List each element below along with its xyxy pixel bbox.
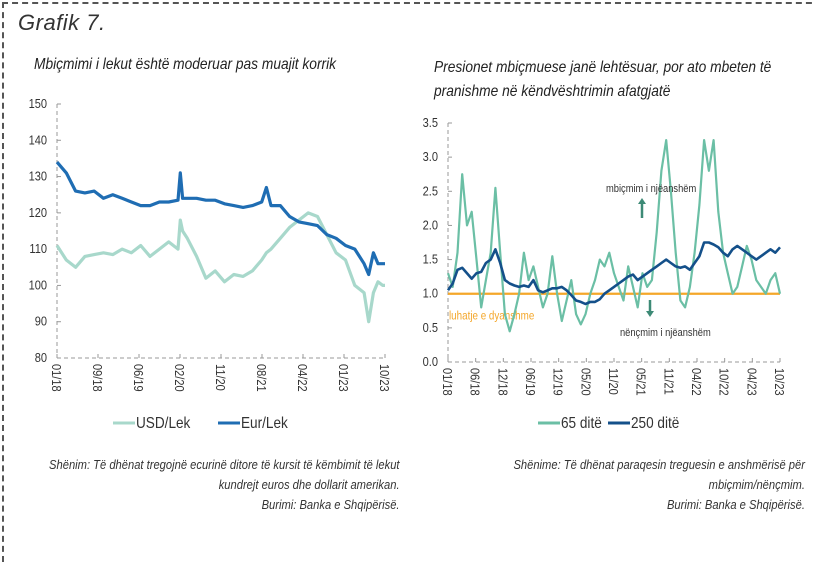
arrow-down-icon-head	[646, 311, 654, 317]
left-note-line: Shënim: Të dhënat tregojnë ecurinë ditor…	[49, 457, 400, 472]
x-tick-label: 06/19	[131, 364, 146, 392]
series-line-65-dit-	[446, 139, 782, 333]
x-tick-label: 12/18	[495, 368, 510, 396]
y-tick-label: 0.0	[423, 354, 439, 369]
y-tick-label: 150	[29, 96, 48, 111]
left-note: Shënim: Të dhënat tregojnë ecurinë ditor…	[50, 455, 400, 515]
right-note: Shënime: Të dhënat paraqesin treguesin e…	[514, 455, 805, 515]
x-tick-label: 09/18	[90, 364, 105, 392]
right-note-line: Shënime: Të dhënat paraqesin treguesin e…	[513, 457, 805, 472]
x-tick-label: 12/19	[550, 368, 565, 396]
series-line-usd-lek	[55, 211, 385, 324]
y-tick-label: 130	[29, 169, 48, 184]
left-note-line: Burimi: Banka e Shqipërisë.	[262, 497, 400, 512]
x-tick-label: 04/23	[744, 368, 759, 396]
arrow-up-icon-head	[638, 198, 646, 204]
x-tick-label: 11/20	[213, 364, 228, 391]
x-tick-label: 05/21	[633, 368, 648, 396]
y-tick-label: 120	[29, 205, 48, 220]
x-tick-label: 01/23	[336, 364, 351, 392]
series-line-250-dit-	[446, 241, 781, 306]
x-tick-label: 10/22	[716, 368, 731, 396]
left-chart-title: Mbiçmimi i lekut është moderuar pas muaj…	[34, 56, 337, 73]
annotation-overvaluation: mbiçmim i njëanshëm	[606, 183, 696, 195]
x-tick-label: 11/20	[606, 368, 621, 395]
x-tick-label: 05/20	[578, 368, 593, 396]
y-tick-label: 100	[29, 278, 48, 293]
x-tick-label: 01/18	[440, 368, 455, 396]
legend-label: USD/Lek	[136, 415, 191, 432]
x-tick-label: 04/22	[689, 368, 704, 396]
left-note-line: kundrejt euros dhe dollarit amerikan.	[219, 477, 400, 492]
legend-label: 65 ditë	[561, 415, 602, 432]
x-tick-label: 10/23	[377, 364, 392, 392]
y-tick-label: 0.5	[423, 320, 439, 335]
y-tick-label: 140	[29, 132, 48, 147]
y-tick-label: 110	[29, 241, 47, 256]
x-tick-label: 11/21	[661, 368, 676, 395]
x-tick-label: 08/21	[254, 364, 269, 392]
y-tick-label: 1.0	[423, 286, 439, 301]
x-tick-label: 01/18	[49, 364, 64, 392]
y-tick-label: 1.5	[423, 252, 439, 267]
right-chart: 3.5 3.0 2.5 2.0 1.5 1.0 0.5 0.001/18 06/18 12/18 0…	[423, 115, 787, 432]
x-tick-label: 10/23	[772, 368, 787, 396]
x-tick-label: 06/19	[523, 368, 538, 396]
y-tick-label: 3.5	[423, 115, 439, 130]
legend-label: 250 ditë	[631, 415, 679, 432]
right-chart-title: Presionet mbiçmuese janë lehtësuar, por …	[434, 59, 772, 100]
x-tick-label: 02/20	[172, 364, 187, 392]
y-tick-label: 2.5	[423, 183, 439, 198]
y-tick-label: 80	[35, 350, 48, 365]
figure-label: Grafik 7.	[18, 10, 106, 35]
y-tick-label: 2.0	[423, 218, 439, 233]
right-note-line: mbiçmim/nënçmim.	[708, 477, 805, 492]
x-tick-label: 04/22	[295, 364, 310, 392]
y-tick-label: 3.0	[423, 149, 439, 164]
y-tick-label: 90	[35, 314, 48, 329]
reference-line-label: luhatje e dyanshme	[449, 310, 534, 323]
x-tick-label: 06/18	[467, 368, 482, 396]
series-line-eur-lek	[55, 161, 385, 277]
right-note-line: Burimi: Banka e Shqipërisë.	[667, 497, 805, 512]
annotation-undervaluation: nënçmim i njëanshëm	[620, 327, 711, 339]
legend-label: Eur/Lek	[241, 415, 288, 432]
